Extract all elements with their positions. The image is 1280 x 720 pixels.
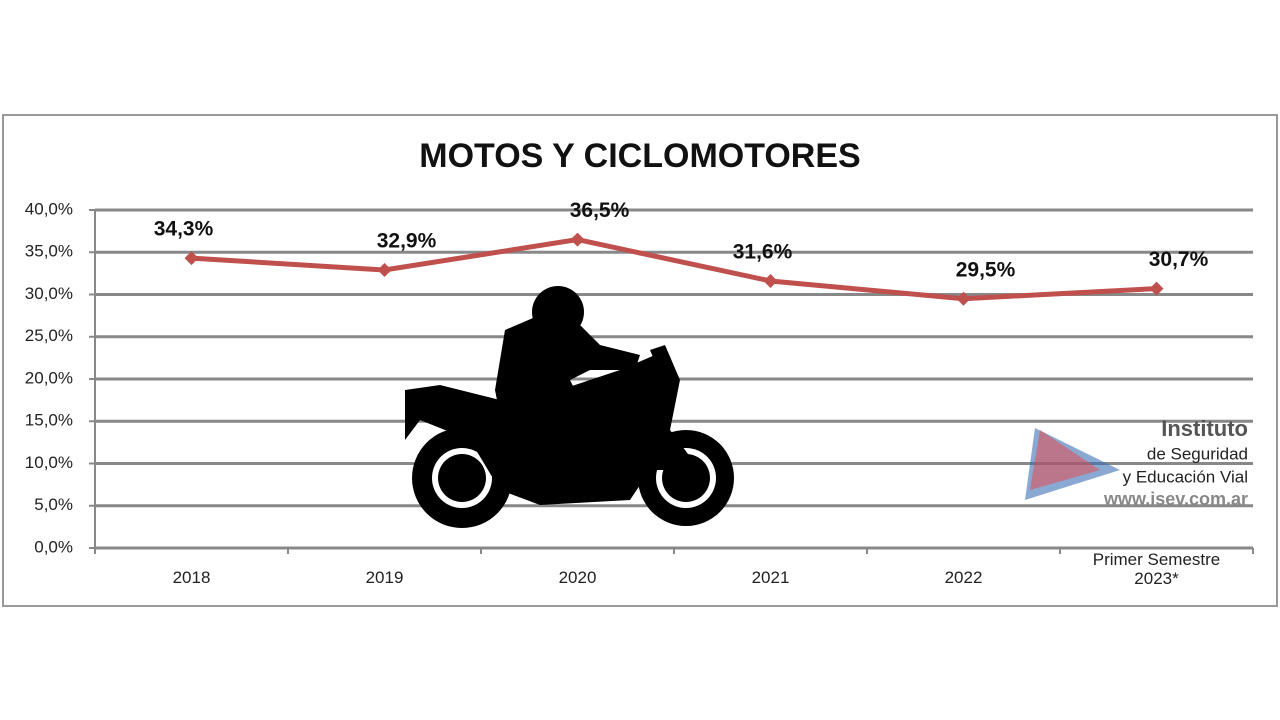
y-tick-label: 10,0% <box>25 453 73 472</box>
y-tick-label: 35,0% <box>25 242 73 261</box>
x-tick-label: 2020 <box>558 568 597 587</box>
marker <box>570 232 585 247</box>
y-tick-label: 15,0% <box>25 411 73 430</box>
line <box>191 237 1157 302</box>
y-tick-label: 40,0% <box>25 199 73 218</box>
data-label: 30,7% <box>1149 248 1209 271</box>
logo-text: de Seguridad <box>1147 444 1248 463</box>
logo: Instituto de Seguridad y Educación Vial … <box>1025 416 1248 509</box>
x-tick-label: 2021 <box>751 568 790 587</box>
x-tick-label: 2018 <box>172 568 211 587</box>
motorcycle-silhouette <box>405 286 734 528</box>
y-tick-label: 20,0% <box>25 368 73 387</box>
data-label: 32,9% <box>377 230 437 253</box>
marker <box>1149 281 1164 296</box>
y-tick-label: 30,0% <box>25 284 73 303</box>
y-tick-label: 0,0% <box>34 537 73 556</box>
x-tick-label: Primer Semestre 2023* <box>1092 550 1221 588</box>
marker <box>184 251 199 266</box>
y-tick-label: 5,0% <box>34 495 73 514</box>
marker <box>956 291 971 306</box>
x-tick-label: 2022 <box>944 568 983 587</box>
data-label: 29,5% <box>956 258 1016 281</box>
logo-text: y Educación Vial <box>1123 467 1248 486</box>
marker <box>377 262 392 277</box>
y-tick-label: 25,0% <box>25 326 73 345</box>
data-label: 34,3% <box>154 218 214 241</box>
chart-title: MOTOS Y CICLOMOTORES <box>419 137 860 175</box>
data-label: 36,5% <box>570 199 630 222</box>
data-label: 31,6% <box>733 241 793 264</box>
marker <box>763 273 778 288</box>
chart-frame <box>2 114 1278 607</box>
x-tick-label: 2019 <box>365 568 404 587</box>
logo-text: Instituto <box>1161 416 1248 441</box>
logo-text: www.isev.com.ar <box>1103 489 1248 509</box>
